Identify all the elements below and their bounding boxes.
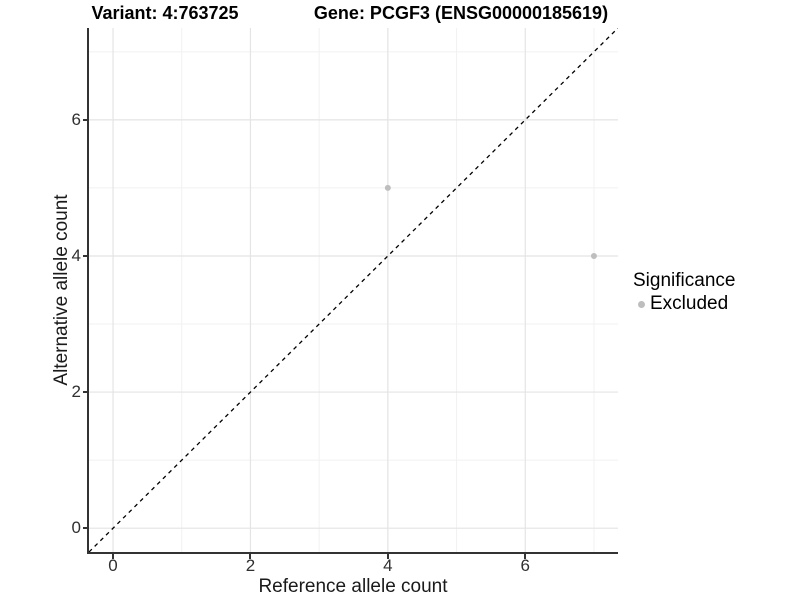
variant-title: Variant: 4:763725 xyxy=(91,3,239,23)
x-tick-label: 2 xyxy=(245,556,256,575)
identity-line xyxy=(89,28,618,552)
y-axis-ticks xyxy=(83,28,87,552)
y-tick-label: 6 xyxy=(71,109,81,129)
legend-item-excluded: Excluded xyxy=(633,293,735,315)
legend: Significance Excluded xyxy=(633,270,735,315)
x-tick-mark xyxy=(386,554,389,559)
y-tick-label: 0 xyxy=(71,518,81,538)
legend-point-icon xyxy=(638,300,645,308)
legend-title: Significance xyxy=(633,270,736,291)
x-tick-mark xyxy=(249,554,252,559)
y-tick-mark xyxy=(83,254,87,257)
x-tick-mark xyxy=(524,554,527,559)
x-axis-tick-labels: 0 2 4 6 xyxy=(89,556,618,578)
y-tick-mark xyxy=(83,527,87,530)
data-point xyxy=(384,184,391,191)
x-tick-mark xyxy=(112,554,115,559)
y-axis-tick-labels: 0 2 4 6 xyxy=(55,28,81,552)
y-tick-label: 2 xyxy=(71,382,81,402)
gene-title: Gene: PCGF3 (ENSG00000185619) xyxy=(313,3,609,23)
y-tick-mark xyxy=(83,391,87,394)
plot-panel xyxy=(87,28,618,554)
plot-area-svg xyxy=(89,28,618,552)
legend-item-label: Excluded xyxy=(650,293,729,314)
y-tick-label: 4 xyxy=(71,245,81,265)
x-tick-label: 4 xyxy=(383,556,393,575)
data-point xyxy=(590,252,597,259)
y-axis-title: Alternative allele count xyxy=(51,194,72,386)
x-tick-label: 6 xyxy=(520,556,530,575)
x-axis-title: Reference allele count xyxy=(258,576,448,597)
x-axis-ticks xyxy=(89,554,618,559)
x-tick-label: 0 xyxy=(108,556,118,575)
y-tick-mark xyxy=(83,118,87,121)
